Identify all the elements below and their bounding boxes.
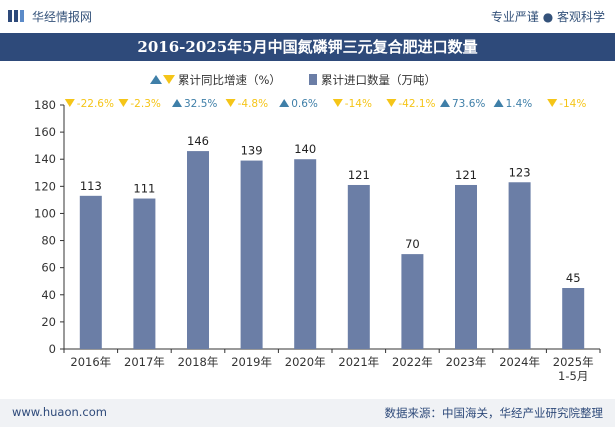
y-tick-label: 100 <box>34 206 56 220</box>
legend-volume-label: 累计进口数量（万吨） <box>321 73 436 87</box>
legend-volume-swatch <box>309 74 317 85</box>
category-label: 1-5月 <box>558 369 588 383</box>
bar <box>133 198 156 349</box>
category-label: 2023年 <box>446 355 487 369</box>
bar <box>562 288 585 349</box>
bar-value-label: 121 <box>455 168 477 182</box>
category-label: 2025年 <box>553 355 594 369</box>
growth-label: -14% <box>345 98 372 110</box>
legend: 累计同比增速（%） 累计进口数量（万吨） <box>150 73 436 87</box>
y-tick-label: 80 <box>41 234 56 248</box>
bar-value-label: 70 <box>405 237 420 251</box>
category-label: 2017年 <box>124 355 165 369</box>
bar-value-label: 139 <box>241 144 263 158</box>
bar <box>347 184 370 349</box>
category-label: 2019年 <box>231 355 272 369</box>
y-tick-label: 180 <box>34 98 56 112</box>
bar <box>455 184 477 349</box>
category-label: 2024年 <box>499 355 540 369</box>
bar <box>401 254 424 349</box>
growth-labels: -22.6% -2.3% 32.5% -4.8% 0.6% -14% -42.1% 73.6%… <box>64 98 586 110</box>
growth-down-icon <box>225 99 236 107</box>
huajing-logo-icon <box>8 10 24 22</box>
growth-down-icon <box>386 99 397 107</box>
category-label: 2022年 <box>392 355 433 369</box>
legend-up-triangle-icon <box>150 75 162 84</box>
bar-value-label: 140 <box>294 142 316 156</box>
growth-up-icon <box>440 99 450 107</box>
growth-label: 0.6% <box>291 98 318 110</box>
growth-up-icon <box>279 99 290 107</box>
growth-label: -42.1% <box>398 98 435 110</box>
y-tick-label: 20 <box>41 315 56 329</box>
growth-down-icon <box>118 99 129 107</box>
bars: 113 2016年 111 2017年 146 2018年 139 2019年 140 2020年… <box>70 134 593 383</box>
category-label: 2020年 <box>285 355 326 369</box>
brand-name: 华经情报网 <box>32 10 93 24</box>
bar-value-label: 113 <box>80 179 102 193</box>
y-tick-label: 40 <box>41 288 56 302</box>
growth-up-icon <box>172 99 182 107</box>
bar <box>294 159 317 349</box>
legend-growth-label: 累计同比增速（%） <box>178 73 281 87</box>
growth-down-icon <box>332 99 343 107</box>
bar-value-label: 111 <box>133 182 155 196</box>
data-source: 数据来源：中国海关，华经产业研究院整理 <box>384 406 604 420</box>
bar-value-label: 146 <box>187 134 209 148</box>
growth-label: -14% <box>559 98 586 110</box>
tagline: 专业严谨 ● 客观科学 <box>490 10 605 24</box>
top-bar: 华经情报网 专业严谨 ● 客观科学 <box>0 0 615 32</box>
growth-label: -2.3% <box>130 98 160 110</box>
growth-label: -22.6% <box>77 98 114 110</box>
category-label: 2021年 <box>338 355 379 369</box>
y-tick-label: 120 <box>34 179 56 193</box>
bar-value-label: 121 <box>348 168 370 182</box>
y-tick-label: 60 <box>41 261 56 275</box>
bar-value-label: 123 <box>509 165 531 179</box>
y-tick-label: 140 <box>34 152 56 166</box>
axes: 0 20 40 60 80 100 120 140 160 180 <box>34 98 601 356</box>
growth-down-icon <box>64 99 75 107</box>
growth-label: 1.4% <box>506 98 533 110</box>
growth-label: 73.6% <box>452 98 485 110</box>
growth-label: -4.8% <box>238 98 268 110</box>
category-label: 2018年 <box>178 355 219 369</box>
bar-value-label: 45 <box>566 271 581 285</box>
source-url: www.huaon.com <box>12 405 107 419</box>
growth-down-icon <box>547 99 558 107</box>
footer: www.huaon.com 数据来源：中国海关，华经产业研究院整理 <box>0 399 615 427</box>
bar <box>508 182 531 349</box>
bar <box>79 195 102 349</box>
bar <box>187 151 209 349</box>
chart: 累计同比增速（%） 累计进口数量（万吨） 0204060801001201401… <box>34 73 601 383</box>
title-bar: 2016-2025年5月中国氮磷钾三元复合肥进口数量 <box>0 33 615 61</box>
growth-up-icon <box>493 99 504 107</box>
bar <box>240 160 263 349</box>
y-tick-label: 0 <box>49 342 56 356</box>
category-label: 2016年 <box>70 355 111 369</box>
chart-title: 2016-2025年5月中国氮磷钾三元复合肥进口数量 <box>137 38 478 56</box>
growth-label: 32.5% <box>184 98 217 110</box>
legend-down-triangle-icon <box>163 75 175 84</box>
y-tick-label: 160 <box>34 125 56 139</box>
